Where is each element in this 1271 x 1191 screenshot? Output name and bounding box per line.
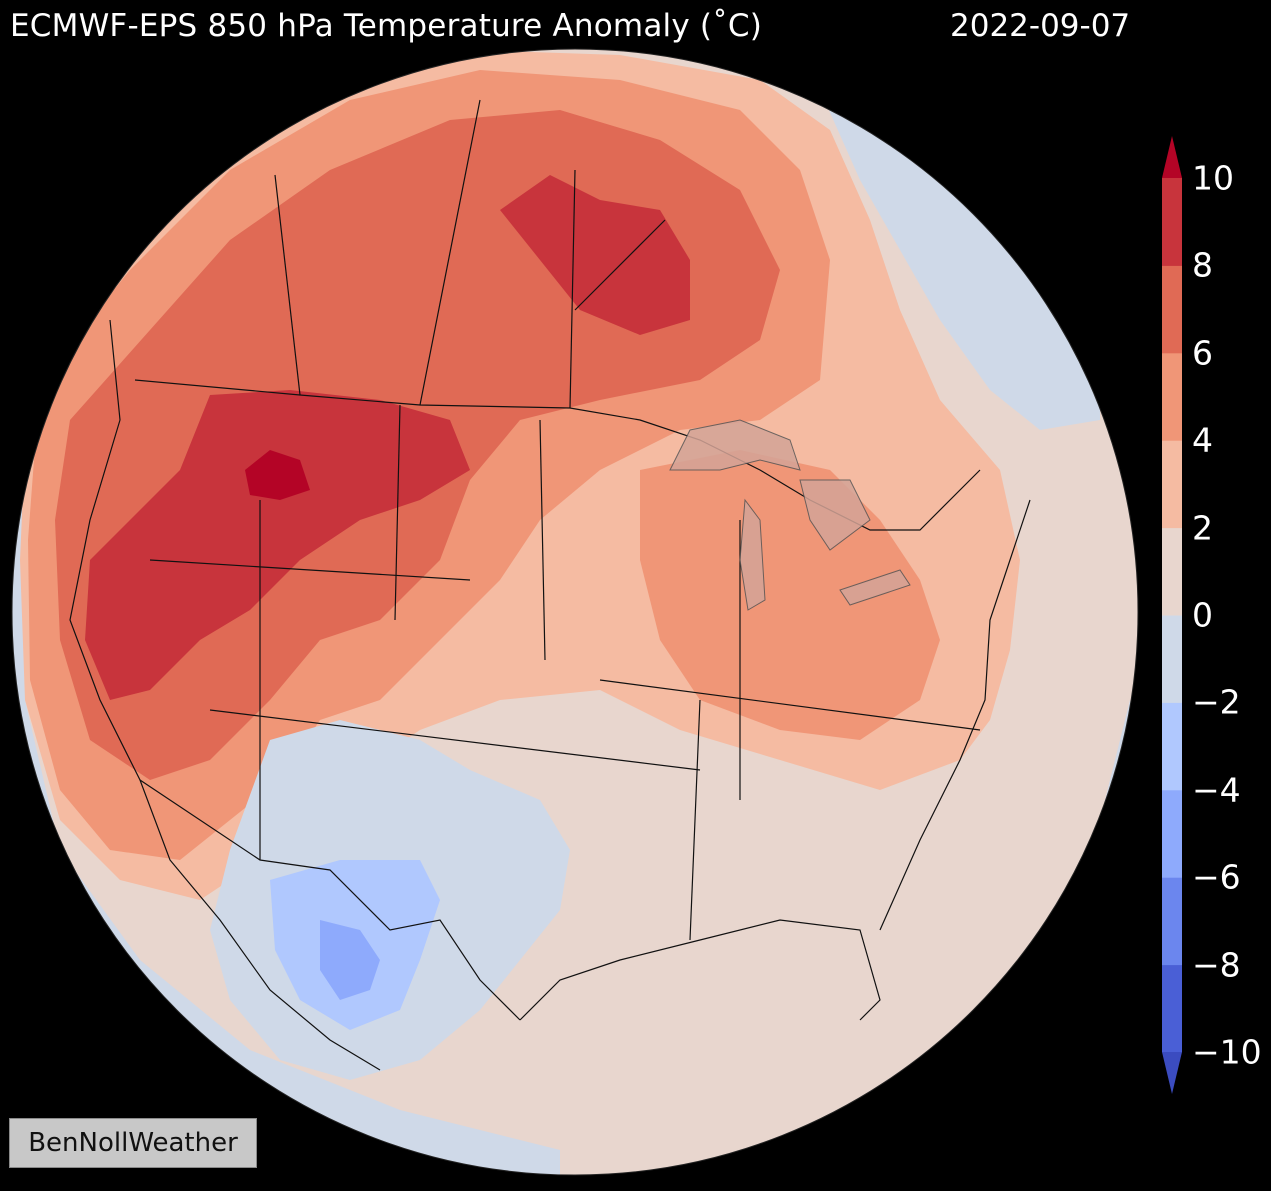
great-lakes <box>669 419 911 611</box>
colorbar-tick-label: −8 <box>1192 945 1241 985</box>
colorbar-tick-label: 6 <box>1192 333 1213 373</box>
colorbar-tick-label: 2 <box>1192 508 1213 548</box>
east-coast <box>879 499 1031 931</box>
state-line-5 <box>209 709 701 771</box>
state-line-7 <box>599 679 981 731</box>
lake-erie <box>839 569 911 606</box>
canada-province-line-1 <box>274 174 301 396</box>
boundary-lines <box>69 99 1031 1071</box>
map-title: ECMWF-EPS 850 hPa Temperature Anomaly (˚… <box>10 8 763 44</box>
colorbar-tick-label: −4 <box>1192 770 1241 810</box>
anomaly-region-warm-10 <box>245 450 310 500</box>
state-line-4 <box>149 559 471 581</box>
state-line-2 <box>539 419 546 661</box>
canada-province-line-3 <box>569 169 576 409</box>
anomaly-region-warm-8 <box>500 175 690 335</box>
lake-huron <box>799 479 871 551</box>
map-date: 2022-09-07 <box>950 8 1131 44</box>
canada-province-line-2 <box>419 99 481 406</box>
colorbar-extend-high <box>1162 136 1182 178</box>
gulf-coast <box>519 919 881 1021</box>
colorbar-bin <box>1162 702 1182 791</box>
canada-province-line-4 <box>574 219 666 311</box>
anomaly-region-cool-northeast <box>820 90 1100 430</box>
colorbar-tick-label: 8 <box>1192 245 1213 285</box>
colorbar-bin <box>1162 265 1182 354</box>
globe-outline <box>11 48 1139 1176</box>
lake-superior <box>669 419 801 471</box>
state-line-6 <box>689 699 701 941</box>
colorbar-bin <box>1162 352 1182 441</box>
colorbar-bin <box>1162 440 1182 529</box>
colorbar-tick-label: 10 <box>1192 158 1234 198</box>
colorbar-bin <box>1162 615 1182 703</box>
lake-michigan <box>739 498 766 611</box>
colorbar-bin <box>1162 789 1182 878</box>
colorbar-tick-label: −2 <box>1192 682 1241 722</box>
colorbar <box>1162 136 1182 1094</box>
colorbar-bin <box>1162 964 1182 1053</box>
colorbar-extend-low <box>1162 1052 1182 1094</box>
anomaly-region-warm-8-northwest <box>85 390 470 700</box>
colorbar-bin <box>1162 178 1182 266</box>
anomaly-fill-layer <box>12 49 1138 1175</box>
colorbar-bin <box>1162 877 1182 966</box>
colorbar-tick-label: −6 <box>1192 857 1241 897</box>
colorbar-tick-label: 0 <box>1192 595 1213 635</box>
watermark-badge: BenNollWeather <box>9 1118 257 1168</box>
colorbar-tick-label: −10 <box>1192 1032 1262 1072</box>
state-line-1 <box>394 404 401 621</box>
anomaly-region-cold-6 <box>320 920 380 1000</box>
colorbar-bin <box>1162 527 1182 616</box>
colorbar-tick-label: 4 <box>1192 420 1213 460</box>
